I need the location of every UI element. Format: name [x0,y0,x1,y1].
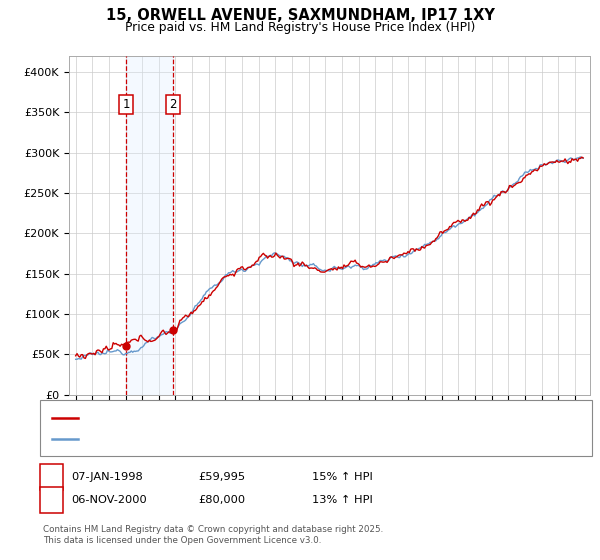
Bar [126,56,173,395]
Text: 2: 2 [48,493,55,507]
Text: 06-NOV-2000: 06-NOV-2000 [71,495,146,505]
Text: £80,000: £80,000 [198,495,245,505]
Text: 1: 1 [48,470,55,484]
Text: 15, ORWELL AVENUE, SAXMUNDHAM, IP17 1XY (semi-detached house): 15, ORWELL AVENUE, SAXMUNDHAM, IP17 1XY … [82,413,450,423]
Text: HPI: Average price, semi-detached house, East Suffolk: HPI: Average price, semi-detached house,… [82,435,366,445]
Text: 15, ORWELL AVENUE, SAXMUNDHAM, IP17 1XY: 15, ORWELL AVENUE, SAXMUNDHAM, IP17 1XY [106,8,494,24]
Text: Price paid vs. HM Land Registry's House Price Index (HPI): Price paid vs. HM Land Registry's House … [125,21,475,34]
Text: 07-JAN-1998: 07-JAN-1998 [71,472,143,482]
Text: 13% ↑ HPI: 13% ↑ HPI [312,495,373,505]
Text: 1: 1 [122,98,130,111]
Text: 2: 2 [169,98,176,111]
Text: £59,995: £59,995 [198,472,245,482]
Text: 15% ↑ HPI: 15% ↑ HPI [312,472,373,482]
Text: Contains HM Land Registry data © Crown copyright and database right 2025.
This d: Contains HM Land Registry data © Crown c… [43,525,383,545]
